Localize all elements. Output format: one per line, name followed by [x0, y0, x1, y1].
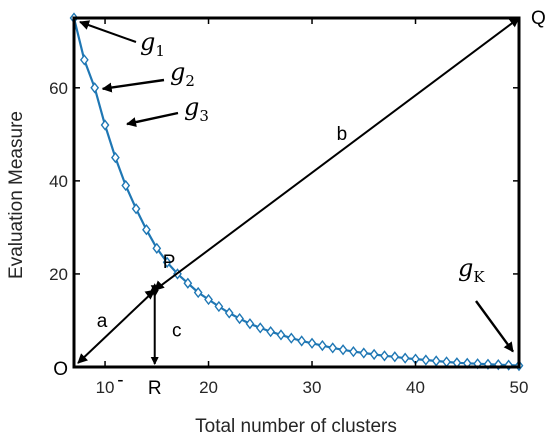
- y-tick-label: 20: [49, 265, 68, 284]
- data-point: [307, 337, 317, 349]
- data-point: [100, 119, 110, 131]
- data-point: [131, 203, 141, 215]
- y-tick-label: 60: [49, 79, 68, 98]
- data-point: [235, 312, 244, 325]
- data-point: [214, 300, 224, 313]
- gk-pointer-arrow: [475, 300, 514, 353]
- g3-pointer-arrow: [126, 111, 179, 128]
- label-r: R: [148, 378, 162, 399]
- data-point: [390, 351, 400, 363]
- label-b: b: [337, 124, 348, 145]
- data-point: [255, 322, 265, 334]
- data-point: [286, 332, 296, 344]
- segment-a-arrow: [77, 280, 165, 364]
- data-point: [297, 335, 307, 347]
- data-point: [380, 350, 389, 362]
- g1-pointer-arrow: [79, 20, 137, 43]
- data-point: [79, 54, 89, 66]
- gap-tick-mark: -: [117, 370, 123, 391]
- data-point: [400, 352, 410, 364]
- data-point: [111, 151, 120, 164]
- label-q: Q: [531, 8, 546, 29]
- point-p-marker: [150, 283, 159, 298]
- label-p: P: [163, 252, 176, 273]
- data-point: [504, 359, 514, 371]
- data-point: [317, 339, 327, 352]
- data-point: [328, 342, 338, 354]
- plot-frame: [72, 16, 521, 369]
- segment-b-arrow: [144, 17, 520, 300]
- x-tick-label: 40: [406, 378, 425, 397]
- g2-pointer-arrow: [101, 78, 165, 93]
- y-axis-label: Evaluation Measure: [6, 111, 27, 279]
- x-tick-label: 10: [96, 378, 115, 397]
- x-axis-label: Total number of clusters: [195, 416, 397, 437]
- data-point: [90, 82, 100, 94]
- data-point: [431, 355, 441, 367]
- data-point: [349, 346, 358, 358]
- data-point: [369, 348, 379, 361]
- x-tick-label: 20: [199, 378, 218, 397]
- plot-area-background: [74, 18, 519, 367]
- data-point: [359, 347, 369, 359]
- data-point: [121, 179, 131, 192]
- label-o: O: [53, 359, 68, 380]
- x-tick-label: 30: [303, 378, 322, 397]
- x-tick-label: 50: [510, 378, 529, 397]
- data-point: [266, 325, 276, 338]
- y-tick-label: 40: [49, 172, 68, 191]
- data-point: [224, 307, 234, 319]
- label-c: c: [172, 321, 182, 342]
- label-a: a: [97, 311, 108, 332]
- data-point: [276, 329, 286, 341]
- ticks-layer: 10 20 30 40 50 20 40 60: [49, 18, 528, 397]
- data-point: [245, 318, 255, 330]
- data-point: [421, 354, 431, 366]
- data-point: [338, 344, 348, 356]
